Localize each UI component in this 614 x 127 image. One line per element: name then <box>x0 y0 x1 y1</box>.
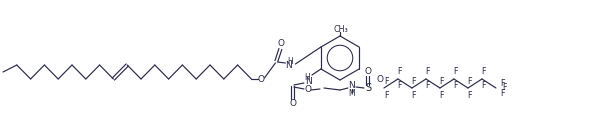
Text: F: F <box>412 76 416 85</box>
Text: F: F <box>398 67 402 76</box>
Text: F: F <box>500 89 505 98</box>
Text: F: F <box>440 91 444 99</box>
Text: F: F <box>500 78 505 88</box>
Text: O: O <box>305 85 311 94</box>
Text: F: F <box>440 76 444 85</box>
Text: M: M <box>349 90 356 99</box>
Text: O: O <box>289 99 297 108</box>
Text: F: F <box>426 67 430 76</box>
Text: F: F <box>454 67 458 76</box>
Text: F: F <box>482 67 486 76</box>
Text: F: F <box>482 82 486 91</box>
Text: F: F <box>454 82 458 91</box>
Text: N: N <box>306 76 313 85</box>
Text: N: N <box>349 82 356 91</box>
Text: O: O <box>258 75 265 83</box>
Text: F: F <box>468 91 472 99</box>
Text: F: F <box>503 83 507 92</box>
Text: S: S <box>365 83 371 93</box>
Text: F: F <box>426 82 430 91</box>
Text: O: O <box>376 75 384 84</box>
Text: F: F <box>385 91 389 99</box>
Text: H: H <box>287 58 293 67</box>
Text: F: F <box>468 76 472 85</box>
Text: F: F <box>385 76 389 85</box>
Text: N: N <box>285 61 292 70</box>
Text: O: O <box>278 39 285 49</box>
Text: F: F <box>412 91 416 99</box>
Text: F: F <box>398 82 402 91</box>
Text: O: O <box>365 67 371 75</box>
Text: CH₃: CH₃ <box>333 25 348 34</box>
Text: H: H <box>304 73 310 82</box>
